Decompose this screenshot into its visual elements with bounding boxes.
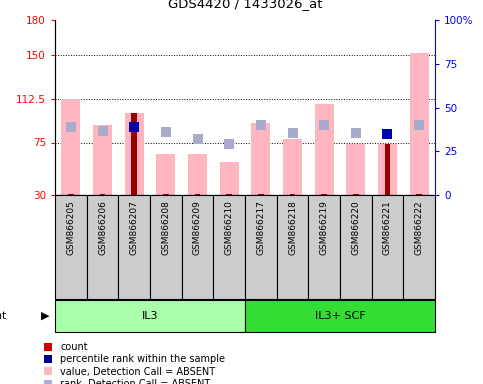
Point [384,131,391,137]
Bar [150,195,182,299]
Bar [131,113,137,195]
Point [289,130,297,136]
Bar [410,53,429,195]
Point [415,122,423,128]
Point [67,124,75,131]
Bar [182,195,213,299]
Text: GSM866219: GSM866219 [320,200,328,255]
Bar [340,195,371,299]
Bar [308,195,340,299]
Bar [213,195,245,299]
Text: agent: agent [0,311,7,321]
Bar [245,195,277,299]
Legend: count, percentile rank within the sample, value, Detection Call = ABSENT, rank, : count, percentile rank within the sample… [43,342,225,384]
Bar [86,195,118,299]
Text: GSM866222: GSM866222 [415,200,424,255]
Text: GSM866221: GSM866221 [383,200,392,255]
Text: GSM866218: GSM866218 [288,200,297,255]
Point [320,122,328,128]
Bar [163,194,169,195]
Bar [156,154,175,195]
Point [130,124,138,131]
Text: GSM866207: GSM866207 [129,200,139,255]
Text: GSM866205: GSM866205 [66,200,75,255]
Point [257,122,265,128]
Bar [378,144,397,195]
Bar [283,139,302,195]
Bar [61,99,80,195]
Text: ▶: ▶ [41,311,50,321]
Bar [314,104,334,195]
Point [162,129,170,135]
Text: GSM866220: GSM866220 [351,200,360,255]
Point [225,141,233,147]
Bar [99,194,105,195]
Point [194,136,201,142]
Bar [371,195,403,299]
Text: GDS4420 / 1433026_at: GDS4420 / 1433026_at [168,0,322,10]
Bar [118,195,150,299]
Bar [384,144,390,195]
Bar [416,194,422,195]
Bar [93,125,112,195]
Bar [227,194,232,195]
Bar [188,154,207,195]
Point [352,130,360,136]
Text: GSM866209: GSM866209 [193,200,202,255]
Bar [55,195,86,299]
Bar [55,300,245,331]
Bar [321,194,327,195]
Bar [258,194,264,195]
Bar [251,122,270,195]
Text: IL3+ SCF: IL3+ SCF [315,311,365,321]
Bar [290,194,295,195]
Bar [245,300,435,331]
Bar [68,194,74,195]
Bar [220,162,239,195]
Text: GSM866206: GSM866206 [98,200,107,255]
Bar [346,144,365,195]
Text: IL3: IL3 [142,311,158,321]
Bar [277,195,308,299]
Text: GSM866208: GSM866208 [161,200,170,255]
Text: GSM866210: GSM866210 [225,200,234,255]
Bar [195,194,200,195]
Text: GSM866217: GSM866217 [256,200,265,255]
Bar [125,113,143,195]
Point [99,128,106,134]
Bar [353,194,359,195]
Bar [403,195,435,299]
